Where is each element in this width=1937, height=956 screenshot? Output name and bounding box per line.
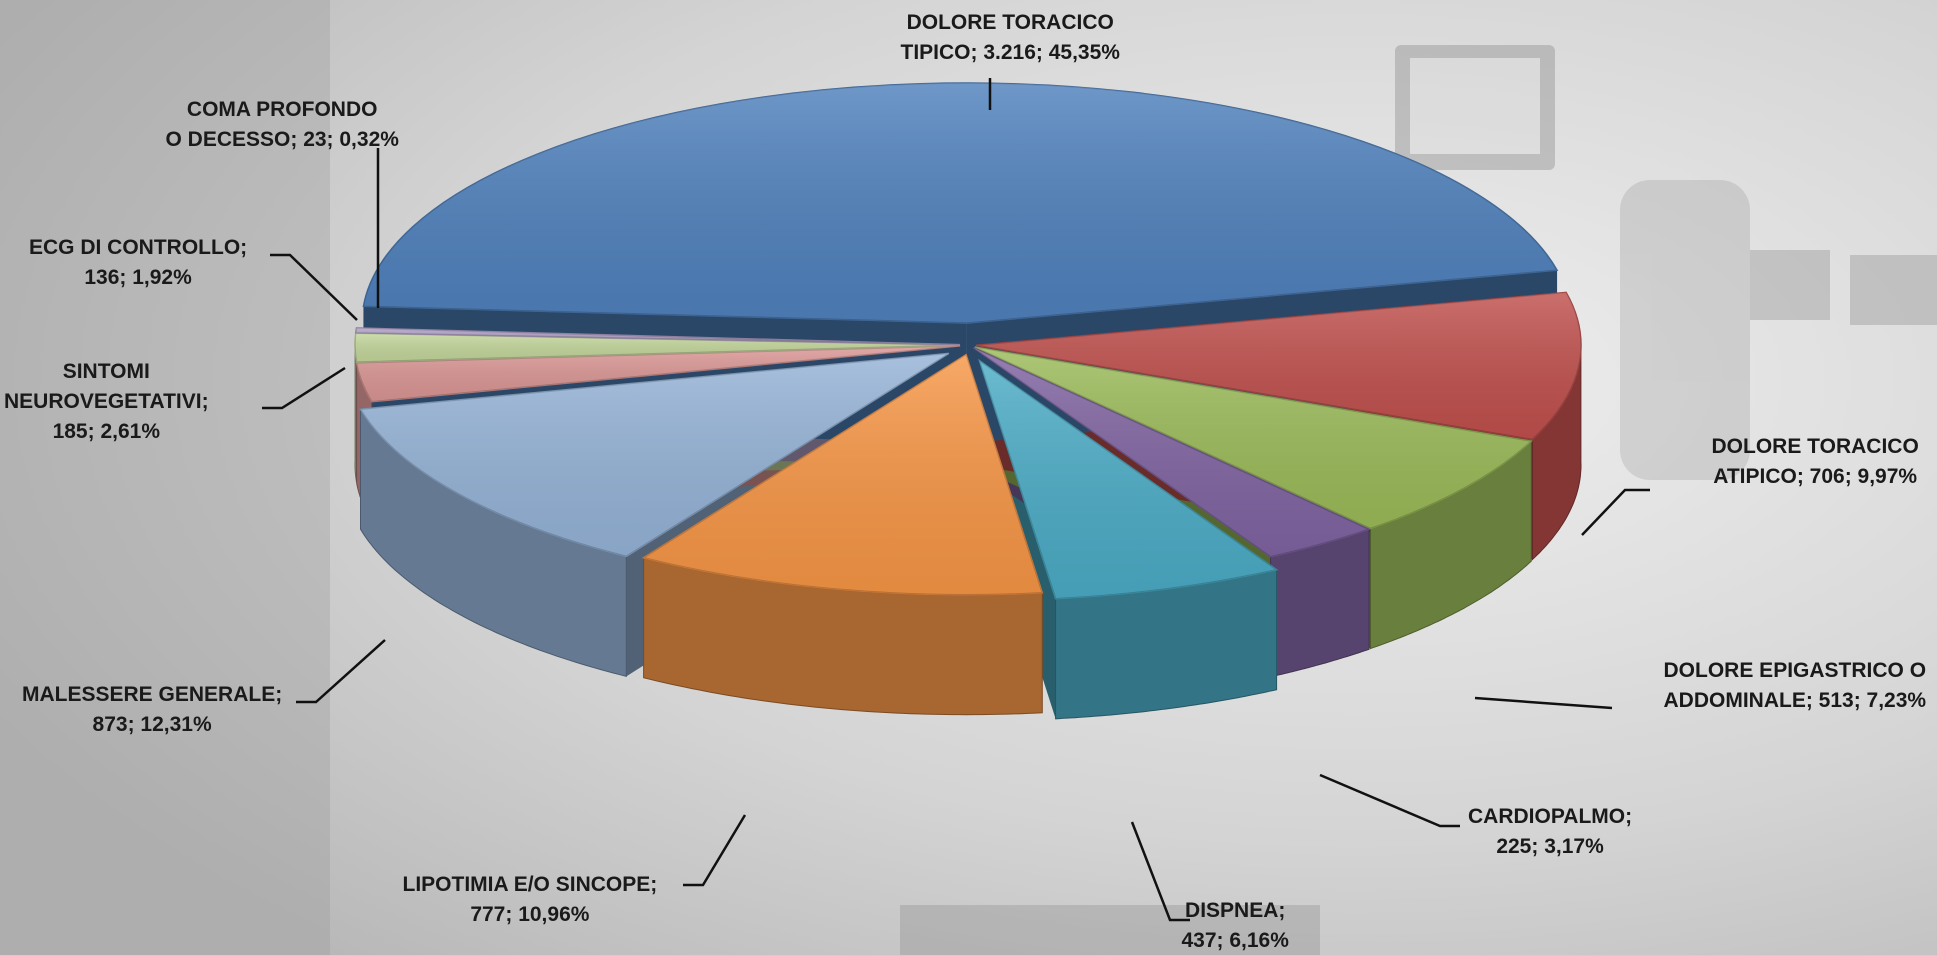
data-label-line: SINTOMI	[4, 357, 209, 387]
data-label-line: TIPICO; 3.216; 45,35%	[901, 38, 1120, 68]
data-label-ecg-di-controllo: ECG DI CONTROLLO; 136; 1,92%	[29, 233, 247, 293]
data-label-line: MALESSERE GENERALE;	[22, 680, 282, 710]
data-label-lipotimia: LIPOTIMIA E/O SINCOPE; 777; 10,96%	[403, 870, 658, 930]
data-label-dolore-toracico-atipico: DOLORE TORACICO ATIPICO; 706; 9,97%	[1712, 432, 1919, 492]
data-label-line: 437; 6,16%	[1182, 926, 1289, 956]
data-label-sintomi-neurovegetativi: SINTOMI NEUROVEGETATIVI; 185; 2,61%	[4, 357, 209, 447]
data-label-cardiopalmo: CARDIOPALMO; 225; 3,17%	[1468, 802, 1632, 862]
data-label-line: DOLORE TORACICO	[1712, 432, 1919, 462]
data-label-line: NEUROVEGETATIVI;	[4, 387, 209, 417]
data-label-line: 777; 10,96%	[403, 900, 658, 930]
data-label-dispnea: DISPNEA; 437; 6,16%	[1182, 896, 1289, 956]
data-label-line: CARDIOPALMO;	[1468, 802, 1632, 832]
data-label-line: ECG DI CONTROLLO;	[29, 233, 247, 263]
data-label-line: DOLORE TORACICO	[901, 8, 1120, 38]
data-label-dolore-toracico-tipico: DOLORE TORACICO TIPICO; 3.216; 45,35%	[901, 8, 1120, 68]
data-label-line: COMA PROFONDO	[166, 95, 399, 125]
data-label-dolore-epigastrico: DOLORE EPIGASTRICO O ADDOMINALE; 513; 7,2…	[1664, 656, 1927, 716]
data-label-line: DISPNEA;	[1182, 896, 1289, 926]
data-label-line: ATIPICO; 706; 9,97%	[1712, 462, 1919, 492]
data-label-line: 225; 3,17%	[1468, 832, 1632, 862]
data-label-line: ADDOMINALE; 513; 7,23%	[1664, 686, 1927, 716]
data-label-line: O DECESSO; 23; 0,32%	[166, 125, 399, 155]
data-label-line: 873; 12,31%	[22, 710, 282, 740]
data-label-line: LIPOTIMIA E/O SINCOPE;	[403, 870, 658, 900]
data-label-coma-profondo: COMA PROFONDO O DECESSO; 23; 0,32%	[166, 95, 399, 155]
data-label-line: 136; 1,92%	[29, 263, 247, 293]
data-label-line: DOLORE EPIGASTRICO O	[1664, 656, 1927, 686]
data-label-malessere-generale: MALESSERE GENERALE; 873; 12,31%	[22, 680, 282, 740]
data-label-line: 185; 2,61%	[4, 417, 209, 447]
